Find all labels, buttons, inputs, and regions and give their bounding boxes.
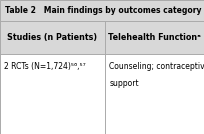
Bar: [105, 21, 204, 54]
Bar: [0, 0, 204, 21]
Bar: [0, 21, 105, 54]
Text: Table 2   Main findings by outcomes category of studies of t: Table 2 Main findings by outcomes catego…: [5, 6, 204, 15]
Text: Telehealth Functionᵃ: Telehealth Functionᵃ: [108, 33, 201, 42]
Bar: [105, 54, 204, 134]
Bar: [0, 54, 105, 134]
Text: Studies (n Patients): Studies (n Patients): [8, 33, 98, 42]
Text: 2 RCTs (N=1,724)⁵⁶,⁵⁷: 2 RCTs (N=1,724)⁵⁶,⁵⁷: [4, 62, 86, 71]
Text: Counseling; contraceptiv: Counseling; contraceptiv: [109, 62, 204, 71]
Text: support: support: [109, 79, 139, 88]
